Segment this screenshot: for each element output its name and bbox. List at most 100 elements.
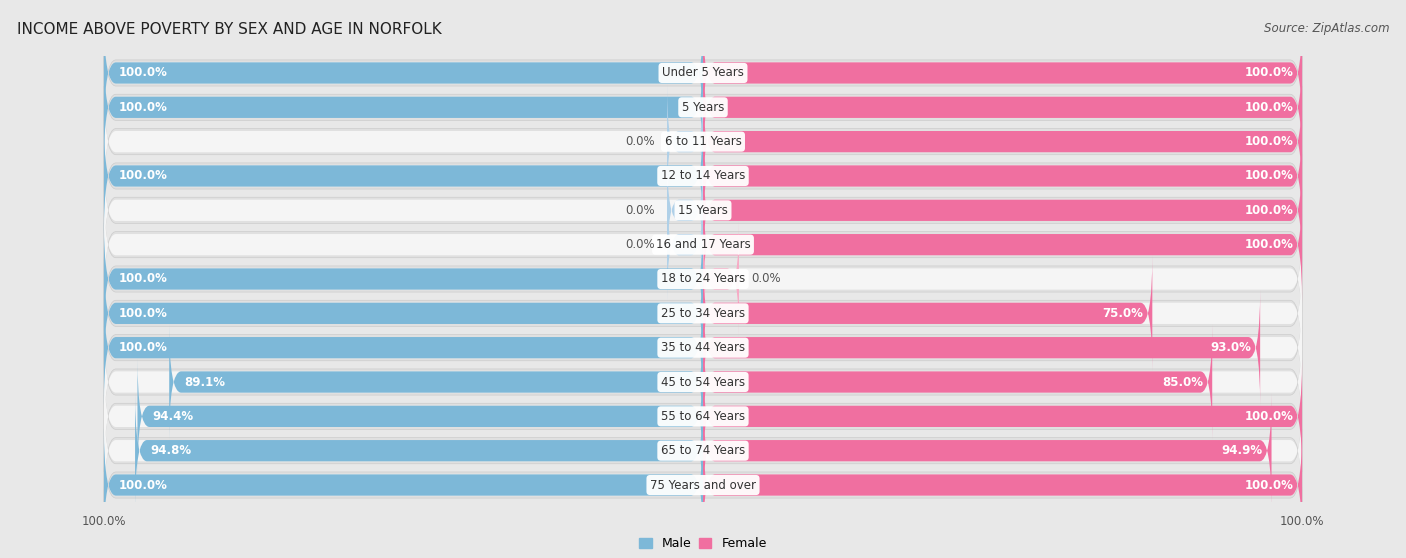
FancyBboxPatch shape [104, 360, 1302, 472]
Text: 100.0%: 100.0% [1244, 135, 1294, 148]
FancyBboxPatch shape [703, 221, 1302, 337]
FancyBboxPatch shape [104, 155, 1302, 266]
Text: 55 to 64 Years: 55 to 64 Years [661, 410, 745, 423]
FancyBboxPatch shape [104, 152, 703, 268]
FancyBboxPatch shape [703, 256, 1302, 372]
Text: 100.0%: 100.0% [120, 341, 167, 354]
Text: 6 to 11 Years: 6 to 11 Years [665, 135, 741, 148]
Text: 93.0%: 93.0% [1211, 341, 1251, 354]
Text: 0.0%: 0.0% [626, 238, 655, 251]
FancyBboxPatch shape [104, 427, 703, 543]
Text: 100.0%: 100.0% [120, 307, 167, 320]
FancyBboxPatch shape [169, 324, 703, 440]
FancyBboxPatch shape [104, 52, 1302, 163]
FancyBboxPatch shape [104, 121, 1302, 232]
FancyBboxPatch shape [104, 49, 703, 165]
Text: 100.0%: 100.0% [1244, 238, 1294, 251]
FancyBboxPatch shape [104, 221, 703, 337]
FancyBboxPatch shape [703, 427, 1302, 543]
Text: 89.1%: 89.1% [184, 376, 225, 388]
FancyBboxPatch shape [703, 118, 1302, 234]
FancyBboxPatch shape [104, 395, 1302, 506]
FancyBboxPatch shape [104, 84, 703, 200]
Text: Under 5 Years: Under 5 Years [662, 66, 744, 79]
FancyBboxPatch shape [703, 152, 1302, 268]
FancyBboxPatch shape [104, 324, 703, 440]
Text: INCOME ABOVE POVERTY BY SEX AND AGE IN NORFOLK: INCOME ABOVE POVERTY BY SEX AND AGE IN N… [17, 22, 441, 37]
FancyBboxPatch shape [703, 358, 1302, 474]
FancyBboxPatch shape [104, 256, 703, 372]
FancyBboxPatch shape [703, 49, 1302, 165]
FancyBboxPatch shape [104, 86, 1302, 198]
Text: 5 Years: 5 Years [682, 101, 724, 114]
FancyBboxPatch shape [703, 324, 1212, 440]
FancyBboxPatch shape [104, 15, 703, 131]
Text: 94.4%: 94.4% [152, 410, 194, 423]
FancyBboxPatch shape [138, 358, 703, 474]
FancyBboxPatch shape [666, 84, 703, 200]
Text: 100.0%: 100.0% [120, 170, 167, 182]
FancyBboxPatch shape [666, 186, 703, 302]
Text: 100.0%: 100.0% [1244, 410, 1294, 423]
FancyBboxPatch shape [104, 15, 703, 131]
FancyBboxPatch shape [703, 186, 1302, 302]
Text: 12 to 14 Years: 12 to 14 Years [661, 170, 745, 182]
FancyBboxPatch shape [104, 358, 703, 474]
FancyBboxPatch shape [104, 393, 703, 509]
Text: 94.9%: 94.9% [1222, 444, 1263, 457]
FancyBboxPatch shape [703, 324, 1302, 440]
FancyBboxPatch shape [104, 221, 703, 337]
Text: 0.0%: 0.0% [751, 272, 780, 286]
Text: 100.0%: 100.0% [120, 479, 167, 492]
FancyBboxPatch shape [703, 427, 1302, 543]
FancyBboxPatch shape [104, 118, 703, 234]
FancyBboxPatch shape [104, 290, 703, 406]
FancyBboxPatch shape [104, 290, 703, 406]
Text: 65 to 74 Years: 65 to 74 Years [661, 444, 745, 457]
Text: 0.0%: 0.0% [626, 204, 655, 217]
FancyBboxPatch shape [104, 223, 1302, 335]
FancyBboxPatch shape [104, 258, 1302, 369]
Text: 18 to 24 Years: 18 to 24 Years [661, 272, 745, 286]
FancyBboxPatch shape [104, 427, 703, 543]
Text: 100.0%: 100.0% [1244, 479, 1294, 492]
FancyBboxPatch shape [104, 326, 1302, 437]
Text: 85.0%: 85.0% [1163, 376, 1204, 388]
FancyBboxPatch shape [104, 186, 703, 302]
Text: 35 to 44 Years: 35 to 44 Years [661, 341, 745, 354]
FancyBboxPatch shape [703, 84, 1302, 200]
Text: 100.0%: 100.0% [1279, 514, 1324, 527]
FancyBboxPatch shape [666, 152, 703, 268]
FancyBboxPatch shape [104, 256, 703, 372]
FancyBboxPatch shape [703, 358, 1302, 474]
FancyBboxPatch shape [104, 189, 1302, 300]
Text: 15 Years: 15 Years [678, 204, 728, 217]
FancyBboxPatch shape [104, 118, 703, 234]
Text: 100.0%: 100.0% [120, 101, 167, 114]
FancyBboxPatch shape [703, 256, 1153, 372]
FancyBboxPatch shape [703, 290, 1302, 406]
FancyBboxPatch shape [135, 393, 703, 509]
FancyBboxPatch shape [703, 15, 1302, 131]
FancyBboxPatch shape [104, 292, 1302, 403]
FancyBboxPatch shape [703, 393, 1271, 509]
Text: 100.0%: 100.0% [1244, 101, 1294, 114]
FancyBboxPatch shape [104, 17, 1302, 128]
FancyBboxPatch shape [703, 290, 1260, 406]
FancyBboxPatch shape [703, 221, 740, 337]
Text: 25 to 34 Years: 25 to 34 Years [661, 307, 745, 320]
Text: 94.8%: 94.8% [150, 444, 191, 457]
Text: 75 Years and over: 75 Years and over [650, 479, 756, 492]
Legend: Male, Female: Male, Female [636, 533, 770, 554]
Text: Source: ZipAtlas.com: Source: ZipAtlas.com [1264, 22, 1389, 35]
FancyBboxPatch shape [104, 49, 703, 165]
Text: 100.0%: 100.0% [120, 66, 167, 79]
Text: 100.0%: 100.0% [1244, 204, 1294, 217]
FancyBboxPatch shape [703, 49, 1302, 165]
Text: 100.0%: 100.0% [1244, 170, 1294, 182]
Text: 100.0%: 100.0% [120, 272, 167, 286]
Text: 100.0%: 100.0% [1244, 66, 1294, 79]
FancyBboxPatch shape [703, 84, 1302, 200]
FancyBboxPatch shape [703, 152, 1302, 268]
Text: 75.0%: 75.0% [1102, 307, 1143, 320]
